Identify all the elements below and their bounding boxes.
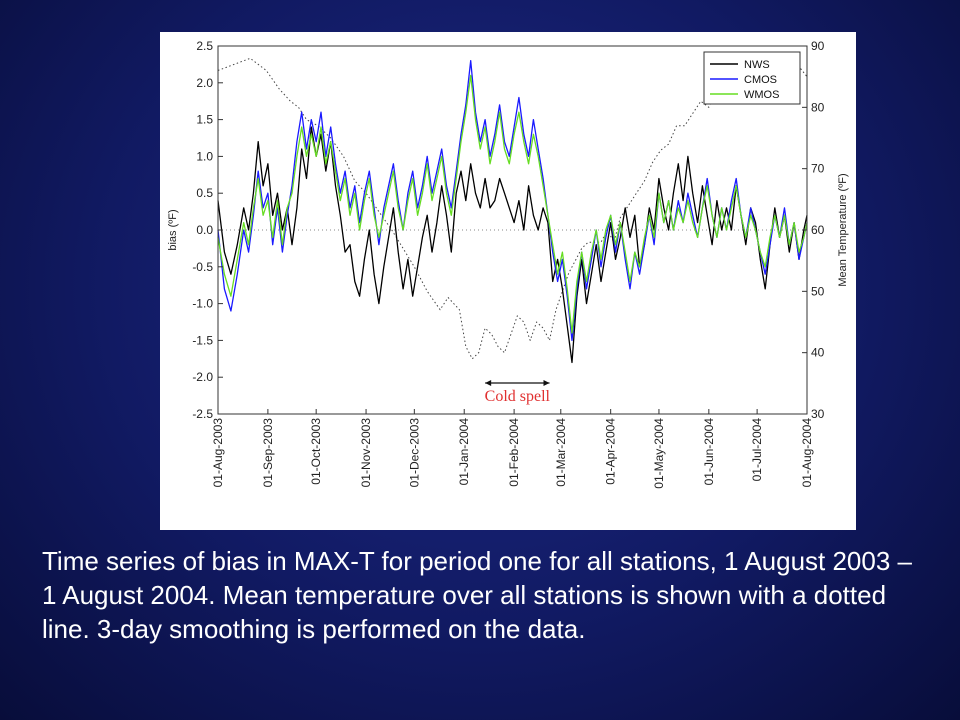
cold-spell-arrow-head-left <box>485 380 492 386</box>
y2-tick-label: 40 <box>811 346 825 360</box>
y-tick-label: 0.5 <box>196 186 213 200</box>
y-tick-label: -1.5 <box>192 333 213 347</box>
cold-spell-arrow-head-right <box>543 380 550 386</box>
y2-tick-label: 30 <box>811 407 825 421</box>
y-tick-label: 1.0 <box>196 149 213 163</box>
y2-axis-title: Mean Temperature (ºF) <box>837 173 849 286</box>
x-tick-label: 01-Sep-2003 <box>261 418 275 488</box>
y-tick-label: -2.0 <box>192 370 213 384</box>
x-tick-label: 01-Jan-2004 <box>457 418 471 486</box>
y-tick-label: -0.5 <box>192 260 213 274</box>
x-tick-label: 01-Feb-2004 <box>507 418 521 487</box>
x-tick-label: 01-Apr-2004 <box>604 418 618 485</box>
x-tick-label: 01-Oct-2003 <box>309 418 323 485</box>
y-tick-label: 2.5 <box>196 39 213 53</box>
chart-panel: bias (ºF) Mean Temperature (ºF) 2.5 2.0 1.5… <box>160 32 856 530</box>
x-tick-label: 01-Jul-2004 <box>750 418 764 482</box>
x-tick-label: 01-Jun-2004 <box>702 418 716 486</box>
series-line-wmos <box>217 74 808 334</box>
legend-label-nws: NWS <box>744 59 770 71</box>
cold-spell-label: Cold spell <box>485 388 551 405</box>
x-tick-label: 01-Aug-2003 <box>211 418 225 488</box>
y-tick-label: -1.0 <box>192 297 213 311</box>
x-tick-label: 01-May-2004 <box>652 418 666 489</box>
x-tick-label: 01-Dec-2003 <box>407 418 421 488</box>
y2-tick-label: 90 <box>811 39 825 53</box>
legend-box <box>703 51 801 105</box>
figure-caption: Time series of bias in MAX-T for period … <box>42 546 912 644</box>
legend-label-wmos: WMOS <box>744 89 779 101</box>
legend-label-cmos: CMOS <box>744 74 777 86</box>
y2-tick-label: 50 <box>811 284 825 298</box>
y-tick-label: 0.0 <box>196 223 213 237</box>
y-tick-label: -2.5 <box>192 407 213 421</box>
series-line-nws <box>217 126 808 364</box>
x-tick-label: 01-Nov-2003 <box>359 418 373 488</box>
y-tick-label: 1.5 <box>196 113 213 127</box>
series-line-mean-temperature <box>217 51 808 360</box>
bias-time-series-chart: bias (ºF) Mean Temperature (ºF) 2.5 2.0 1.5… <box>167 39 849 489</box>
x-tick-label: 01-Aug-2004 <box>800 418 814 488</box>
y-tick-label: 2.0 <box>196 76 213 90</box>
x-tick-label: 01-Mar-2004 <box>554 418 568 487</box>
y2-tick-label: 60 <box>811 223 825 237</box>
y2-tick-label: 70 <box>811 162 825 176</box>
y2-tick-label: 80 <box>811 100 825 114</box>
y-axis-title: bias (ºF) <box>167 209 179 250</box>
